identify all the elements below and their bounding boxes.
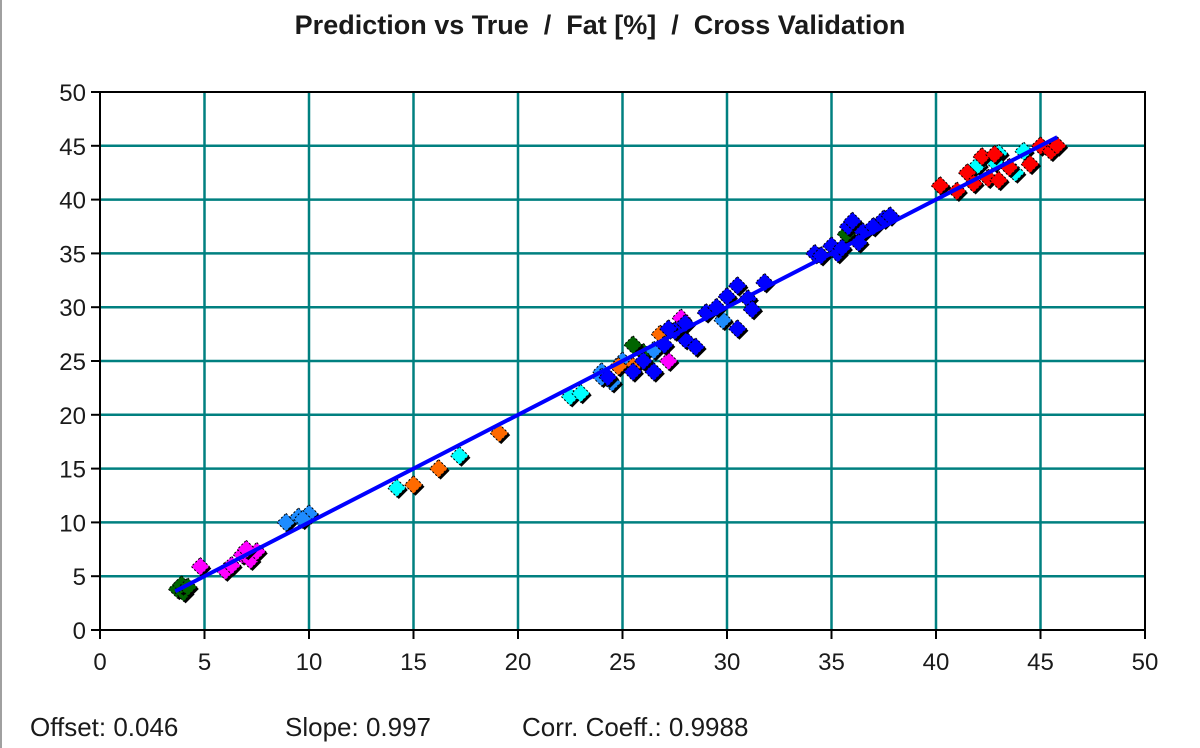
data-point — [727, 275, 748, 296]
data-point — [570, 383, 591, 403]
x-tick-label: 20 — [505, 649, 532, 676]
data-point — [623, 362, 643, 382]
x-tick-label: 50 — [1132, 649, 1159, 676]
chart-title: Prediction vs True / Fat [%] / Cross Val… — [294, 10, 906, 40]
data-point — [633, 351, 654, 371]
y-tick-label: 0 — [73, 618, 86, 645]
y-tick-label: 15 — [59, 457, 86, 484]
data-point — [658, 351, 679, 371]
data-point — [449, 445, 470, 466]
y-tick-label: 35 — [59, 241, 86, 268]
window-border — [0, 0, 2, 748]
data-point — [644, 362, 664, 382]
data-point — [1020, 154, 1040, 174]
y-tick-label: 20 — [59, 403, 86, 430]
data-point — [984, 144, 1005, 165]
data-point — [190, 556, 211, 577]
data-point — [387, 478, 407, 498]
data-point — [930, 175, 950, 196]
data-point — [428, 458, 449, 479]
x-tick-label: 0 — [93, 649, 106, 676]
x-tick-label: 25 — [609, 649, 636, 676]
y-tick-label: 30 — [59, 295, 86, 322]
y-tick-label: 45 — [59, 134, 86, 161]
x-tick-label: 5 — [198, 649, 211, 676]
x-tick-label: 45 — [1027, 649, 1054, 676]
y-tick-label: 50 — [59, 80, 86, 107]
data-point — [842, 211, 863, 231]
x-tick-label: 15 — [400, 649, 427, 676]
x-tick-label: 40 — [923, 649, 950, 676]
data-point — [988, 170, 1009, 190]
y-tick-label: 10 — [59, 510, 86, 537]
data-point — [685, 337, 706, 357]
regression-line — [174, 135, 1059, 594]
x-tick-label: 35 — [818, 649, 845, 676]
y-tick-label: 25 — [59, 349, 86, 376]
x-tick-label: 30 — [714, 649, 741, 676]
offset-readout: Offset: 0.046 — [30, 712, 179, 742]
data-point — [403, 475, 424, 495]
data-point — [742, 299, 762, 320]
data-point — [727, 319, 748, 339]
corr-coeff-readout: Corr. Coeff.: 0.9988 — [522, 712, 749, 742]
x-tick-label: 10 — [296, 649, 323, 676]
slope-readout: Slope: 0.997 — [285, 712, 432, 742]
plot-frame — [99, 91, 1146, 631]
y-tick-label: 40 — [59, 188, 86, 215]
y-tick-label: 5 — [73, 564, 86, 591]
